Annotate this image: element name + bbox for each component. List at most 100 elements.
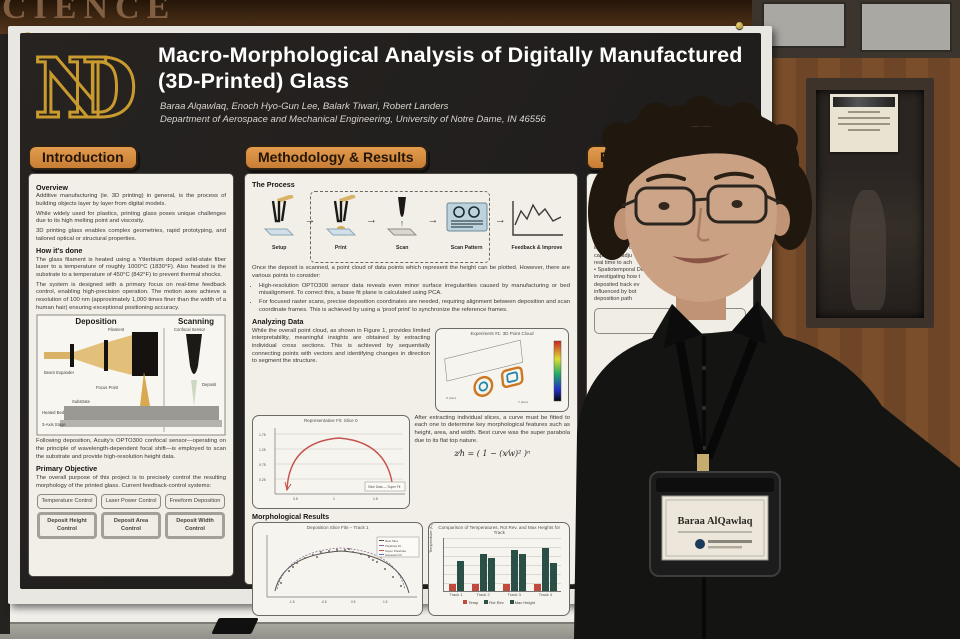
bar [448,583,456,591]
eyebrow [714,171,754,180]
notice-line [848,111,880,113]
box-laser-power-control: Laser Power Control [101,494,161,510]
scan-paragraph: Once the deposit is scanned, a point clo… [252,265,570,280]
box-temperature-control: Temperature Control [37,494,97,510]
svg-text:D: D [66,41,136,137]
following-paragraph: Following deposition, Acuity's OPTO300 c… [36,438,226,460]
svg-text:Super Parabola: Super Parabola [385,549,406,553]
bar [479,553,487,591]
control-boxes: Temperature Control Laser Power Control … [36,494,226,539]
feedback-chart-icon [512,201,563,237]
svg-text:1: 1 [333,497,335,501]
bar [456,561,464,591]
bar [510,549,518,591]
poster-title-line2: (3D-Printed) Glass [158,69,350,94]
badge-name-text: Baraa AlQawlaq [678,516,753,527]
nd-monogram-logo: N D [33,40,137,139]
section-tab-methodology: Methodology & Results [244,145,428,170]
scan-bullets: High-resolution OPTO300 sensor data reve… [252,283,570,315]
box-deposit-height-control: Deposit Height Control [37,512,97,539]
bar-group: Track 4 [533,538,557,597]
primary-objective-paragraph: The overall purpose of this project is t… [36,474,226,489]
svg-text:Y (mm): Y (mm) [518,400,528,404]
point-cloud-plot: X (mm) Y (mm) [444,339,562,404]
svg-text:Filament: Filament [108,327,125,332]
svg-text:1.75: 1.75 [259,433,266,437]
svg-text:Beam Expander: Beam Expander [44,370,75,375]
process-flow: Setup → Print → [252,191,570,265]
poster-title: Macro-Morphological Analysis of Digitall… [158,42,758,94]
analyzing-paragraph: While the overall point cloud, as shown … [252,327,430,365]
flow-arrow-icon: → [366,214,377,227]
bar [518,553,526,591]
left-shadow-edge [0,34,10,634]
eyebrow [646,173,686,182]
svg-text:Scanning: Scanning [178,317,214,326]
super-parabola-formula: z⁄h = ( 1 − (x⁄w)² )ⁿ [454,449,531,459]
primary-objective-heading: Primary Objective [36,464,98,474]
methodology-card: The Process Setup → [244,173,578,617]
bar [541,547,549,591]
scan-bullet-2: For focused raster scans, precise deposi… [259,299,570,314]
box-deposit-area-control: Deposit Area Control [101,512,161,539]
svg-text:1.25: 1.25 [259,448,266,452]
transom-glass-right [860,2,952,52]
svg-text:0.75: 0.75 [259,463,266,467]
overview-p3: 3D printing glass enables complex geomet… [36,228,226,242]
introduction-card: Overview Additive manufacturing (ie. 3D … [28,173,234,577]
bar-group: Track 1 [448,538,464,597]
track-fit-plot: -1.5 -0.5 0.5 1.5 Raw Slice Parabola Fit Su… [266,535,420,604]
name-badge: Baraa AlQawlaq [649,471,781,577]
analyzing-heading: Analyzing Data [252,317,304,327]
svg-text:Heated Bed: Heated Bed [42,410,65,415]
transom-glass-left [762,2,846,48]
legend-item: Temp [463,599,478,605]
bar-group: Track 2 [471,538,495,597]
svg-text:N: N [34,41,109,137]
svg-text:1.5: 1.5 [383,600,388,604]
nose [696,207,710,242]
flow-arrow-icon: → [427,214,439,227]
wall-engraving: CIENCE [2,0,177,26]
author-names: Baraa Alqawlaq, Enoch Hyo-Gun Lee, Balar… [160,101,449,112]
svg-text:0.5: 0.5 [293,497,298,501]
window-reflection [850,190,886,310]
svg-text:Focus Point: Focus Point [96,385,119,390]
slice-fit-figure: Representative Fit: Slice 0 1.75 1.25 0.7… [252,414,410,509]
eye [658,202,670,210]
svg-text:-1.5: -1.5 [289,600,295,604]
lanyard-strap [703,338,759,460]
how-p1: The glass filament is heated using a Ytt… [36,256,226,279]
legend-item: Max Height [509,599,535,605]
slice-fit-title: Representative Fit: Slice 0 [303,417,358,423]
bar-chart-legend: Temp Rot Rev Max Height [429,599,569,605]
svg-text:-0.5: -0.5 [321,600,327,604]
bar-chart-title: Comparison of Temperatures, Rot Rev, and… [438,525,561,536]
svg-text:Gaussian Fit: Gaussian Fit [385,553,402,557]
bar-chart-plot: Track 1 Track 2 Track 3 Track 4 [443,537,561,597]
bar [549,563,557,591]
bar-chart-figure: Comparison of Temperatures, Rot Rev, and… [428,522,570,617]
point-cloud-figure: Experiment #1: 3D Point Cloud [435,327,569,412]
notice-line [838,123,890,125]
bar-category-label: Track 4 [538,592,552,598]
svg-text:Slice Data — Super Fit: Slice Data — Super Fit [368,485,401,489]
svg-text:X (mm): X (mm) [446,396,456,400]
section-tab-introduction: Introduction [28,145,138,170]
process-step-scan-pattern: Scan Pattern [439,195,495,251]
box-deposit-width-control: Deposit Width Control [165,512,225,539]
author-affiliation: Department of Aerospace and Mechanical E… [160,113,546,125]
fitting-paragraph: After extracting individual slices, a cu… [414,414,571,444]
bar-category-label: Track 1 [449,592,463,598]
point-cloud-title: Experiment #1: 3D Point Cloud [470,330,534,336]
box-freeform-deposition: Freeform Deposition [165,494,225,510]
how-p2: The system is designed with a primary fo… [36,281,226,311]
flow-arrow-icon: → [494,214,506,227]
notice-line [848,129,880,131]
svg-text:Raw Slice: Raw Slice [385,539,399,543]
overview-p1: Additive manufacturing (ie. 3D printing)… [36,193,226,208]
morph-heading: Morphological Results [252,511,330,521]
process-step-setup: Setup [254,194,305,251]
svg-text:0.5: 0.5 [351,600,356,604]
